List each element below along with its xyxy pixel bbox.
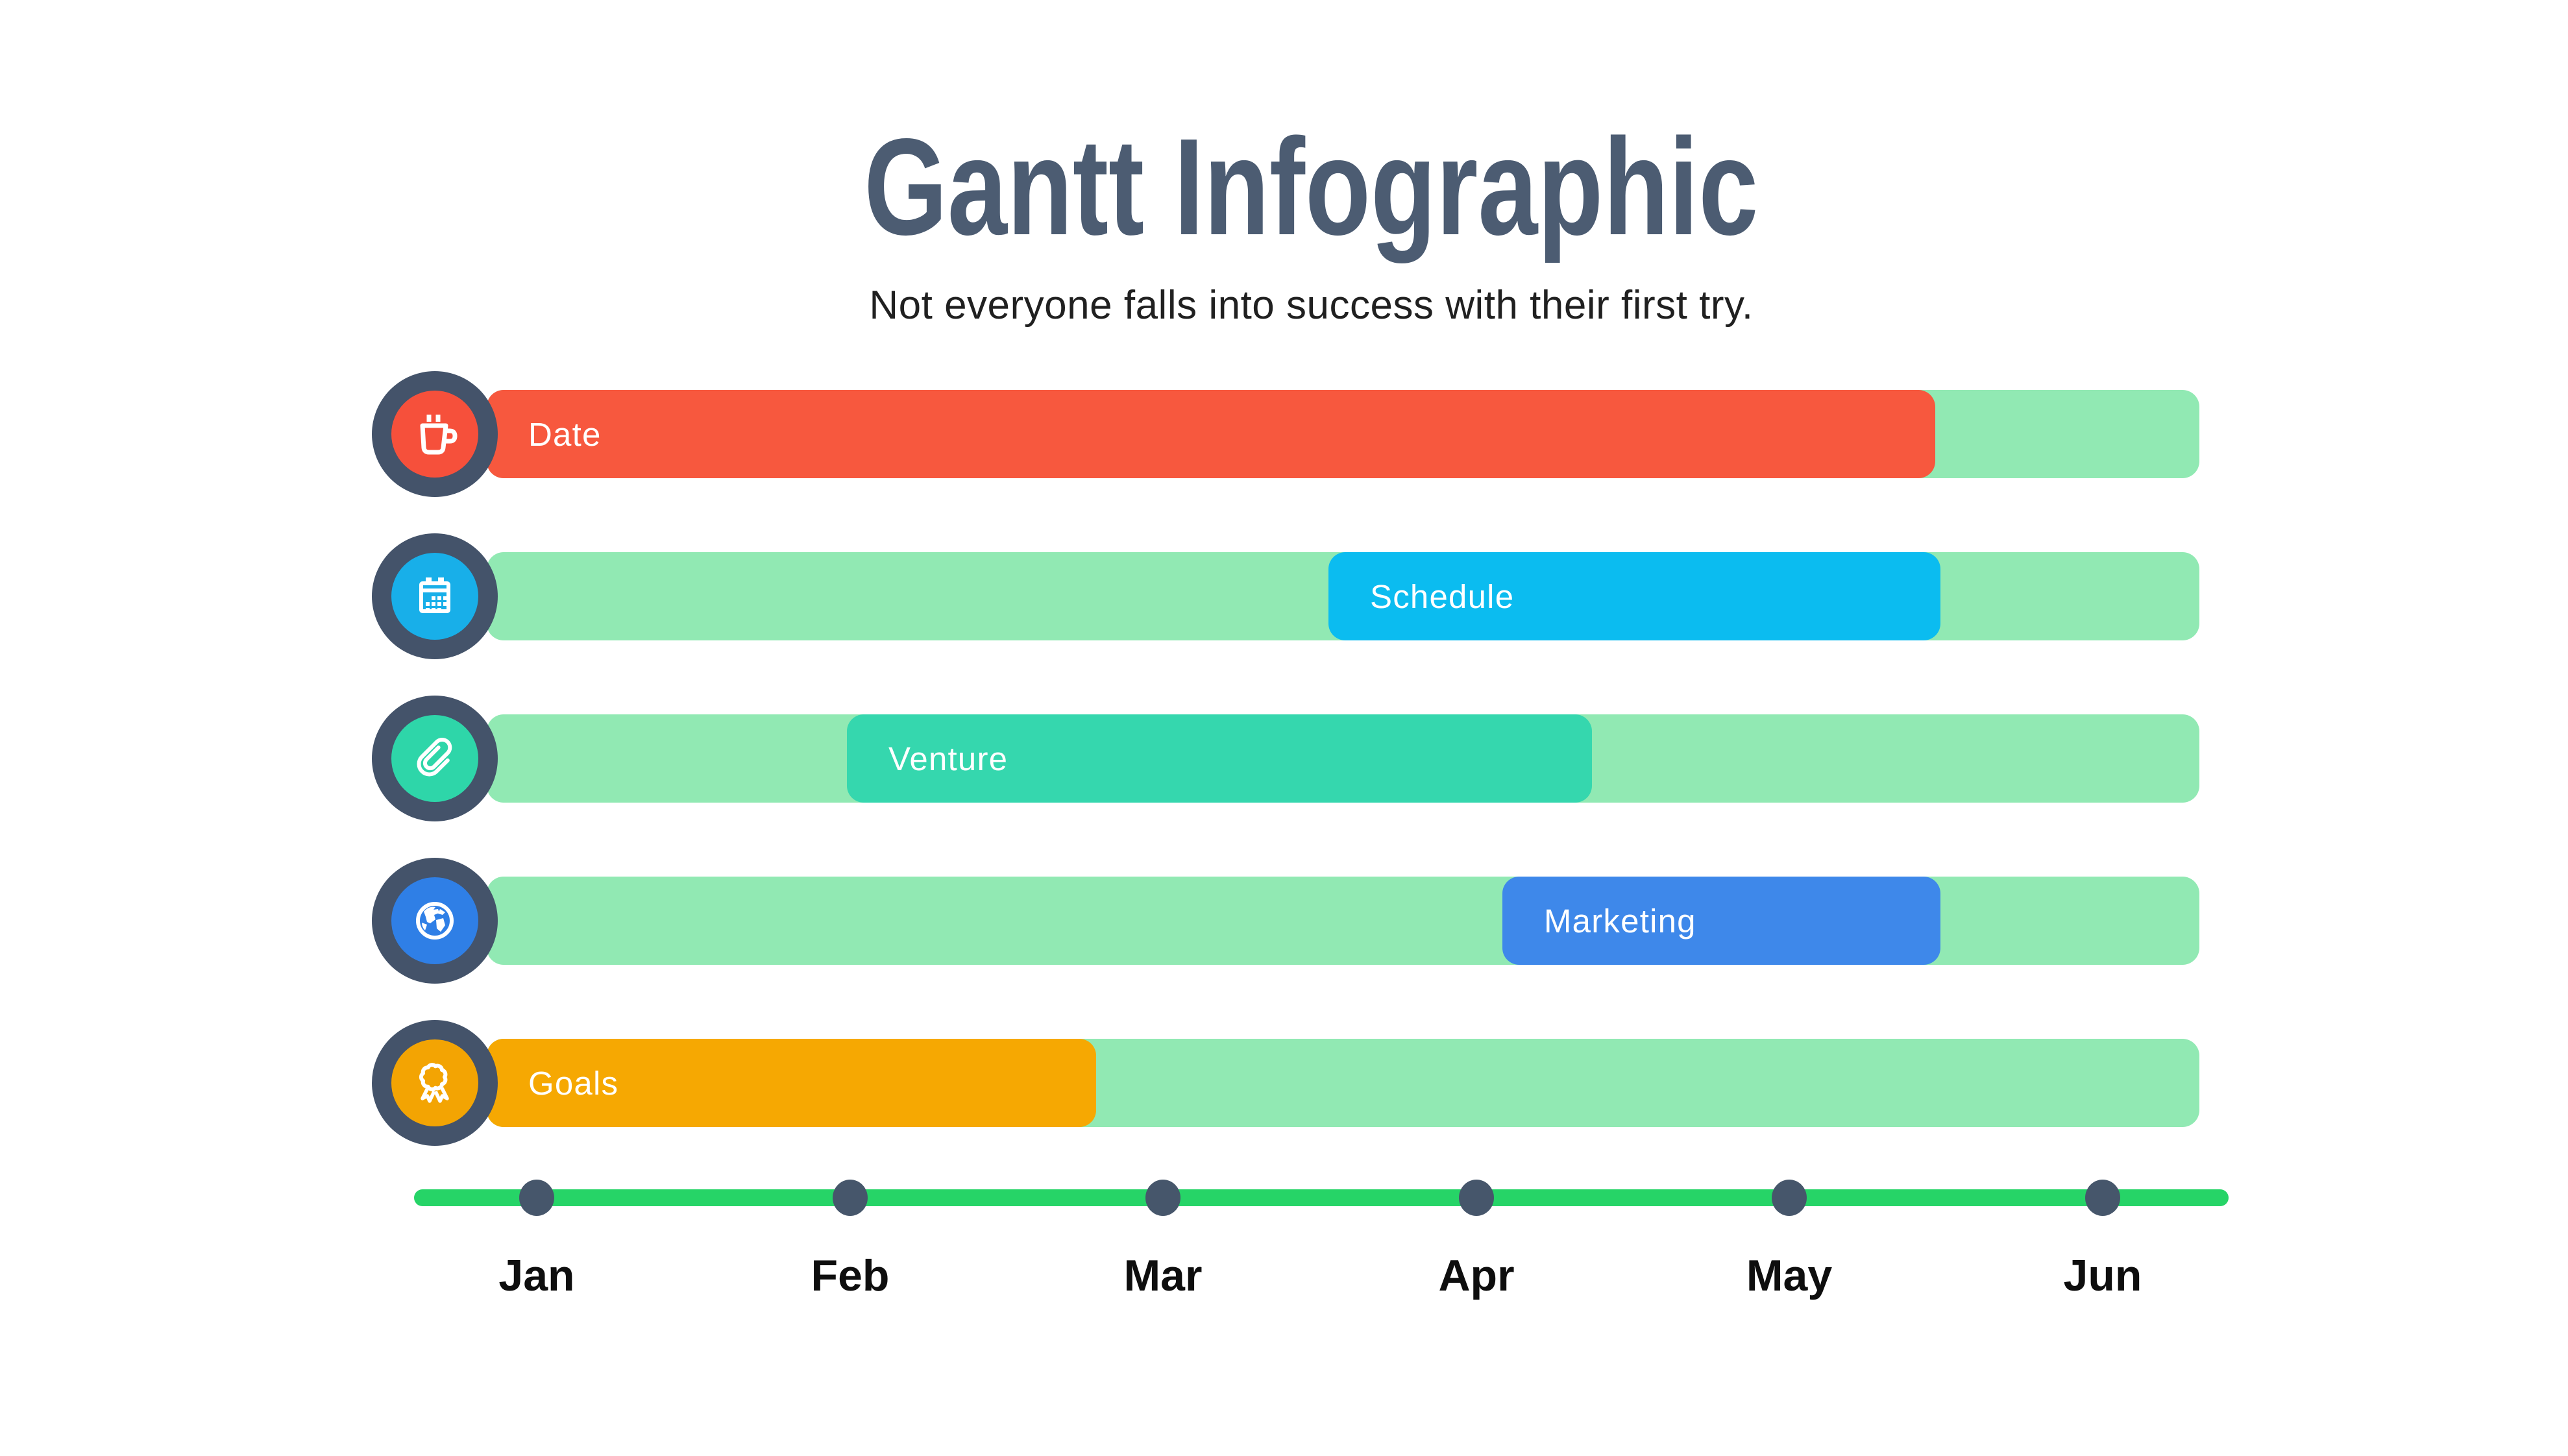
timeline-line <box>414 1189 2229 1206</box>
task-badge-marketing <box>372 858 498 984</box>
gantt-bar-goals: Goals <box>487 1039 1096 1127</box>
timeline-dot-feb <box>833 1180 868 1216</box>
task-badge-goals <box>372 1020 498 1146</box>
timeline-dot-jan <box>519 1180 554 1216</box>
task-badge-venture <box>372 696 498 821</box>
month-label-feb: Feb <box>811 1251 890 1300</box>
gantt-bar-marketing: Marketing <box>1502 877 1940 965</box>
paperclip-icon <box>391 715 478 802</box>
bar-label: Venture <box>888 740 1009 777</box>
task-badge-date <box>372 371 498 497</box>
bar-label: Date <box>528 415 602 453</box>
mug-icon <box>391 391 478 478</box>
bar-label: Goals <box>528 1064 619 1102</box>
gantt-bar-date: Date <box>487 390 1935 478</box>
month-label-may: May <box>1746 1251 1833 1300</box>
award-icon <box>391 1039 478 1126</box>
header: Gantt Infographic Not everyone falls int… <box>55 0 2568 326</box>
timeline-dot-may <box>1772 1180 1807 1216</box>
gantt-bar-schedule: Schedule <box>1328 552 1940 640</box>
timeline-dot-apr <box>1459 1180 1494 1216</box>
gantt-track <box>487 877 2199 965</box>
month-label-jun: Jun <box>2063 1251 2142 1300</box>
timeline-dot-mar <box>1145 1180 1180 1216</box>
globe-icon <box>391 877 478 964</box>
bar-label: Schedule <box>1370 577 1515 615</box>
task-badge-schedule <box>372 533 498 659</box>
month-label-jan: Jan <box>498 1251 575 1300</box>
month-label-apr: Apr <box>1438 1251 1515 1300</box>
gantt-bar-venture: Venture <box>847 714 1592 803</box>
month-label-mar: Mar <box>1123 1251 1203 1300</box>
bar-label: Marketing <box>1544 902 1696 940</box>
calendar-icon <box>391 553 478 640</box>
page-title: Gantt Infographic <box>864 110 1759 263</box>
page-subtitle: Not everyone falls into success with the… <box>869 283 1754 328</box>
timeline-dot-jun <box>2085 1180 2120 1216</box>
